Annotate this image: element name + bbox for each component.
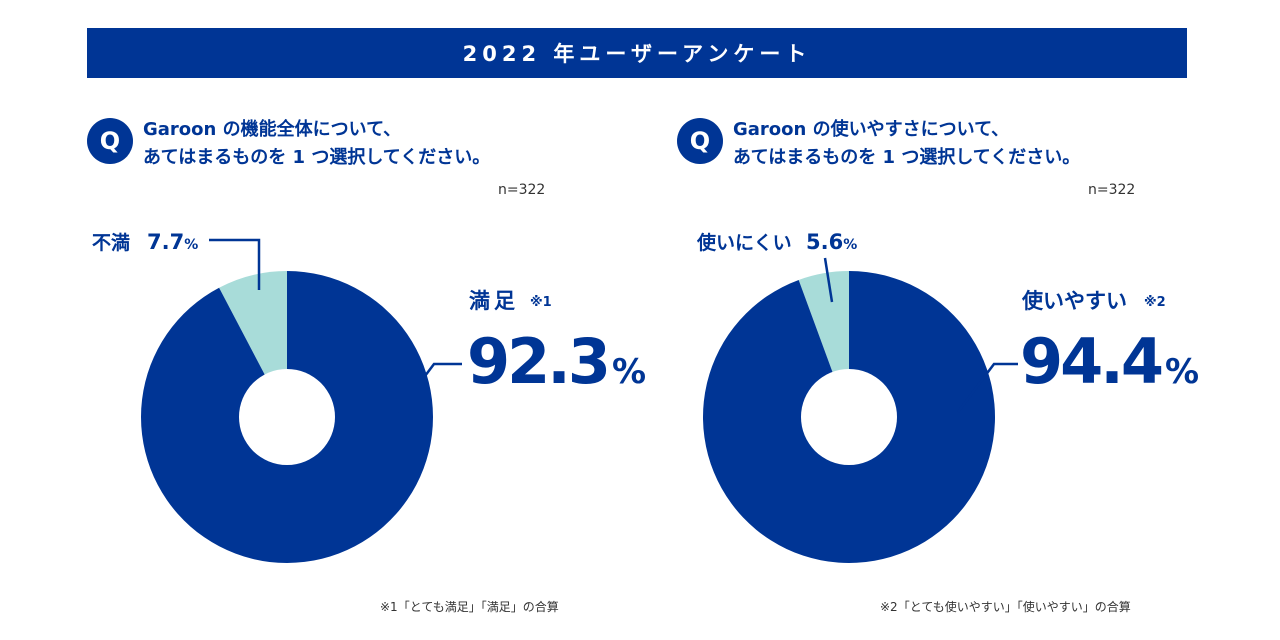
question-icon: Q <box>87 118 133 164</box>
minor-slice-label: 使いにくい <box>696 232 792 254</box>
minor-slice-value: 5.6% <box>806 230 857 254</box>
major-slice-label: 満足 <box>469 289 519 313</box>
minor-slice-leader <box>209 238 261 290</box>
footnote-1: ※1「とても満足」「満足」の合算 <box>380 600 559 614</box>
survey-title-banner: 2022 年ユーザーアンケート <box>87 28 1187 78</box>
question-line: Garoon の使いやすさについて、 <box>733 119 1010 140</box>
donut-chart-2 <box>703 271 995 563</box>
sample-size-2: n=322 <box>1088 182 1136 198</box>
question-icon: Q <box>677 118 723 164</box>
question-line: Garoon の機能全体について、 <box>143 119 402 140</box>
question-line: あてはまるものを 1 つ選択してください。 <box>143 147 491 168</box>
major-slice-value: 94.4% <box>1020 325 1198 398</box>
question-line: あてはまるものを 1 つ選択してください。 <box>733 147 1081 168</box>
donut-hole <box>801 369 897 465</box>
major-slice-leader <box>957 362 1018 413</box>
major-slice-value: 92.3% <box>467 325 645 398</box>
donut-hole <box>239 369 335 465</box>
minor-slice-value: 7.7% <box>147 230 198 254</box>
question-2-text: Garoon の使いやすさについて、 あてはまるものを 1 つ選択してください。 <box>733 116 1080 172</box>
minor-slice-leader <box>823 257 834 303</box>
minor-slice-label: 不満 <box>92 232 130 254</box>
footnote-2: ※2「とても使いやすい」「使いやすい」の合算 <box>880 600 1131 614</box>
major-slice-leader <box>397 362 462 413</box>
major-slice-label: 使いやすい <box>1021 289 1127 313</box>
major-slice-note: ※1 <box>530 295 552 310</box>
donut-chart-1 <box>141 271 433 563</box>
major-slice-note: ※2 <box>1144 295 1166 310</box>
question-1-text: Garoon の機能全体について、 あてはまるものを 1 つ選択してください。 <box>143 116 490 172</box>
sample-size-1: n=322 <box>498 182 546 198</box>
